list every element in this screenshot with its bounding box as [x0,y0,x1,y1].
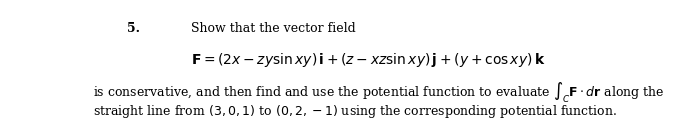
Text: 5.: 5. [127,22,140,35]
Text: Show that the vector field: Show that the vector field [190,22,356,35]
Text: $\mathbf{F}   =   (2x - zy\sin xy)\,\mathbf{i} + (z - xz\sin xy)\,\mathbf{j} + (: $\mathbf{F} = (2x - zy\sin xy)\,\mathbf{… [190,51,545,69]
Text: straight line from $(3, 0, 1)$ to $(0, 2, -1)$ using the corresponding potential: straight line from $(3, 0, 1)$ to $(0, 2… [93,103,617,120]
Text: is conservative, and then find and use the potential function to evaluate $\int_: is conservative, and then find and use t… [93,80,664,105]
